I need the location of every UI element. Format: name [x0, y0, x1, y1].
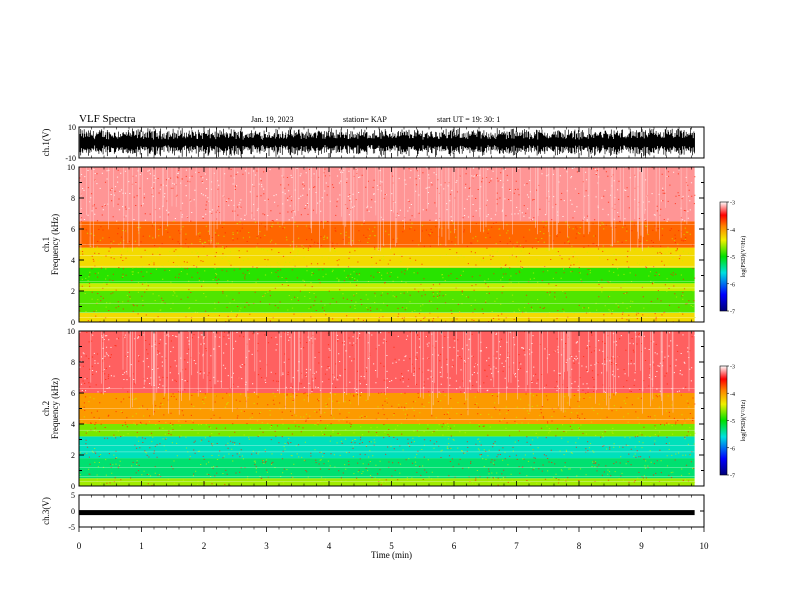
ch2-spec-speckle-yellow: [79, 392, 696, 487]
ch1-spec-ytick-label: 6: [71, 225, 75, 234]
ch2-colorbar-tick-label: -7: [730, 474, 735, 480]
ch3-ytick-label: -5: [68, 523, 75, 532]
ch2-spec-ylabel-freq: Frequency (kHz): [50, 378, 60, 439]
ch1-spec-band: [79, 267, 695, 284]
ch2-colorbar-tick-label: -3: [730, 365, 735, 371]
ch3-ytick-label: 5: [71, 491, 75, 500]
ch1-spec-ylabel-freq: Frequency (kHz): [50, 214, 60, 275]
ch3-ylabel: ch.3(V): [41, 497, 51, 525]
x-tick-label: 1: [139, 541, 144, 551]
ch2-spec-ytick-label: 0: [71, 482, 75, 491]
x-tick-label: 0: [77, 541, 82, 551]
ch1-colorbar-tick-label: -7: [730, 310, 735, 316]
ch2-spectrogram-panel: 0 2 4 6 8 10 ch.2 Frequency (kHz): [41, 327, 705, 491]
x-axis-label: Time (min): [371, 550, 412, 560]
ch1-waveform-trace: [79, 127, 695, 158]
ch1-spec-band: [79, 306, 695, 313]
ch2-spec-ytick-label: 2: [71, 451, 75, 460]
ch2-spec-ylabel-channel: ch.2: [41, 401, 51, 416]
ch1-ytick-label: 10: [68, 123, 76, 132]
ch2-spec-speckle-red: [82, 330, 696, 487]
ch1-spec-band: [79, 291, 695, 307]
ch1-colorbar-tick-label: -4: [730, 228, 735, 234]
start-time-label: start UT = 19: 30: 1: [437, 115, 501, 124]
station-label: station= KAP: [343, 115, 387, 124]
x-tick-label: 10: [700, 541, 710, 551]
ch2-spec-speckle-white: [79, 330, 696, 394]
ch1-ylabel: ch.1(V): [41, 129, 51, 157]
ch1-spec-ytick-label: 0: [71, 318, 75, 327]
ch1-spec-ylabel-channel: ch.1: [41, 237, 51, 252]
ch1-spec-ytick-label: 8: [71, 194, 75, 203]
ch2-spec-ytick-label: 4: [71, 420, 75, 429]
ch1-spec-band: [79, 167, 695, 222]
x-tick-label: 4: [327, 541, 332, 551]
ch2-spec-band: [79, 436, 695, 459]
ch1-spec-ytick-label: 4: [71, 256, 75, 265]
ch2-colorbar-tick-label: -6: [730, 446, 735, 452]
ch2-spec-ytick-label: 6: [71, 389, 75, 398]
ch1-colorbar-tick-label: -3: [730, 201, 735, 207]
ch2-colorbar-tick-label: -4: [730, 392, 735, 398]
ch1-ytick-label: -10: [65, 154, 76, 163]
ch3-waveform-trace: [79, 510, 695, 516]
ch2-colorbar: -3 -4 -5 -6 -7 log(PSD)(V²/Hz): [719, 365, 747, 480]
ch1-spec-ytick-label: 2: [71, 287, 75, 296]
ch1-spec-ytick-label: 10: [67, 163, 75, 172]
ch3-ytick-label: 0: [71, 507, 75, 516]
ch1-spec-band: [79, 247, 695, 268]
chart-title: VLF Spectra: [79, 113, 136, 125]
ch1-colorbar-label: log(PSD)(V²/Hz): [740, 236, 747, 277]
ch2-spec-striations: [90, 331, 690, 416]
ch2-spec-band: [79, 458, 695, 479]
x-tick-label: 7: [514, 541, 519, 551]
ch1-waveform-panel: 10 -10 ch.1(V): [41, 123, 705, 163]
x-tick-label: 2: [202, 541, 207, 551]
x-tick-label: 9: [639, 541, 644, 551]
x-tick-label: 8: [577, 541, 582, 551]
x-tick-label: 6: [452, 541, 457, 551]
ch1-spec-band: [79, 221, 695, 248]
ch2-colorbar-gradient: [719, 365, 728, 476]
x-tick-label: 3: [264, 541, 269, 551]
date-label: Jan. 19, 2023: [251, 115, 294, 124]
ch2-spec-ytick-label: 10: [67, 327, 75, 336]
ch1-colorbar-gradient: [719, 201, 728, 312]
ch2-spec-band: [79, 478, 695, 486]
ch1-spectrogram-panel: 0 2 4 6 8 10 ch.1 Frequency (kHz): [41, 163, 705, 327]
ch2-spec-ytick-label: 8: [71, 358, 75, 367]
ch2-colorbar-label: log(PSD)(V²/Hz): [740, 400, 747, 441]
ch1-spec-striations: [80, 167, 688, 252]
x-tick-label: 5: [389, 541, 394, 551]
ch2-colorbar-tick-label: -5: [730, 419, 735, 425]
ch2-spec-band: [79, 331, 695, 393]
ch1-colorbar-tick-label: -6: [730, 282, 735, 288]
ch1-colorbar-tick-label: -5: [730, 255, 735, 261]
ch1-spec-band: [79, 283, 695, 291]
ch1-colorbar: -3 -4 -5 -6 -7 log(PSD)(V²/Hz): [719, 201, 747, 316]
